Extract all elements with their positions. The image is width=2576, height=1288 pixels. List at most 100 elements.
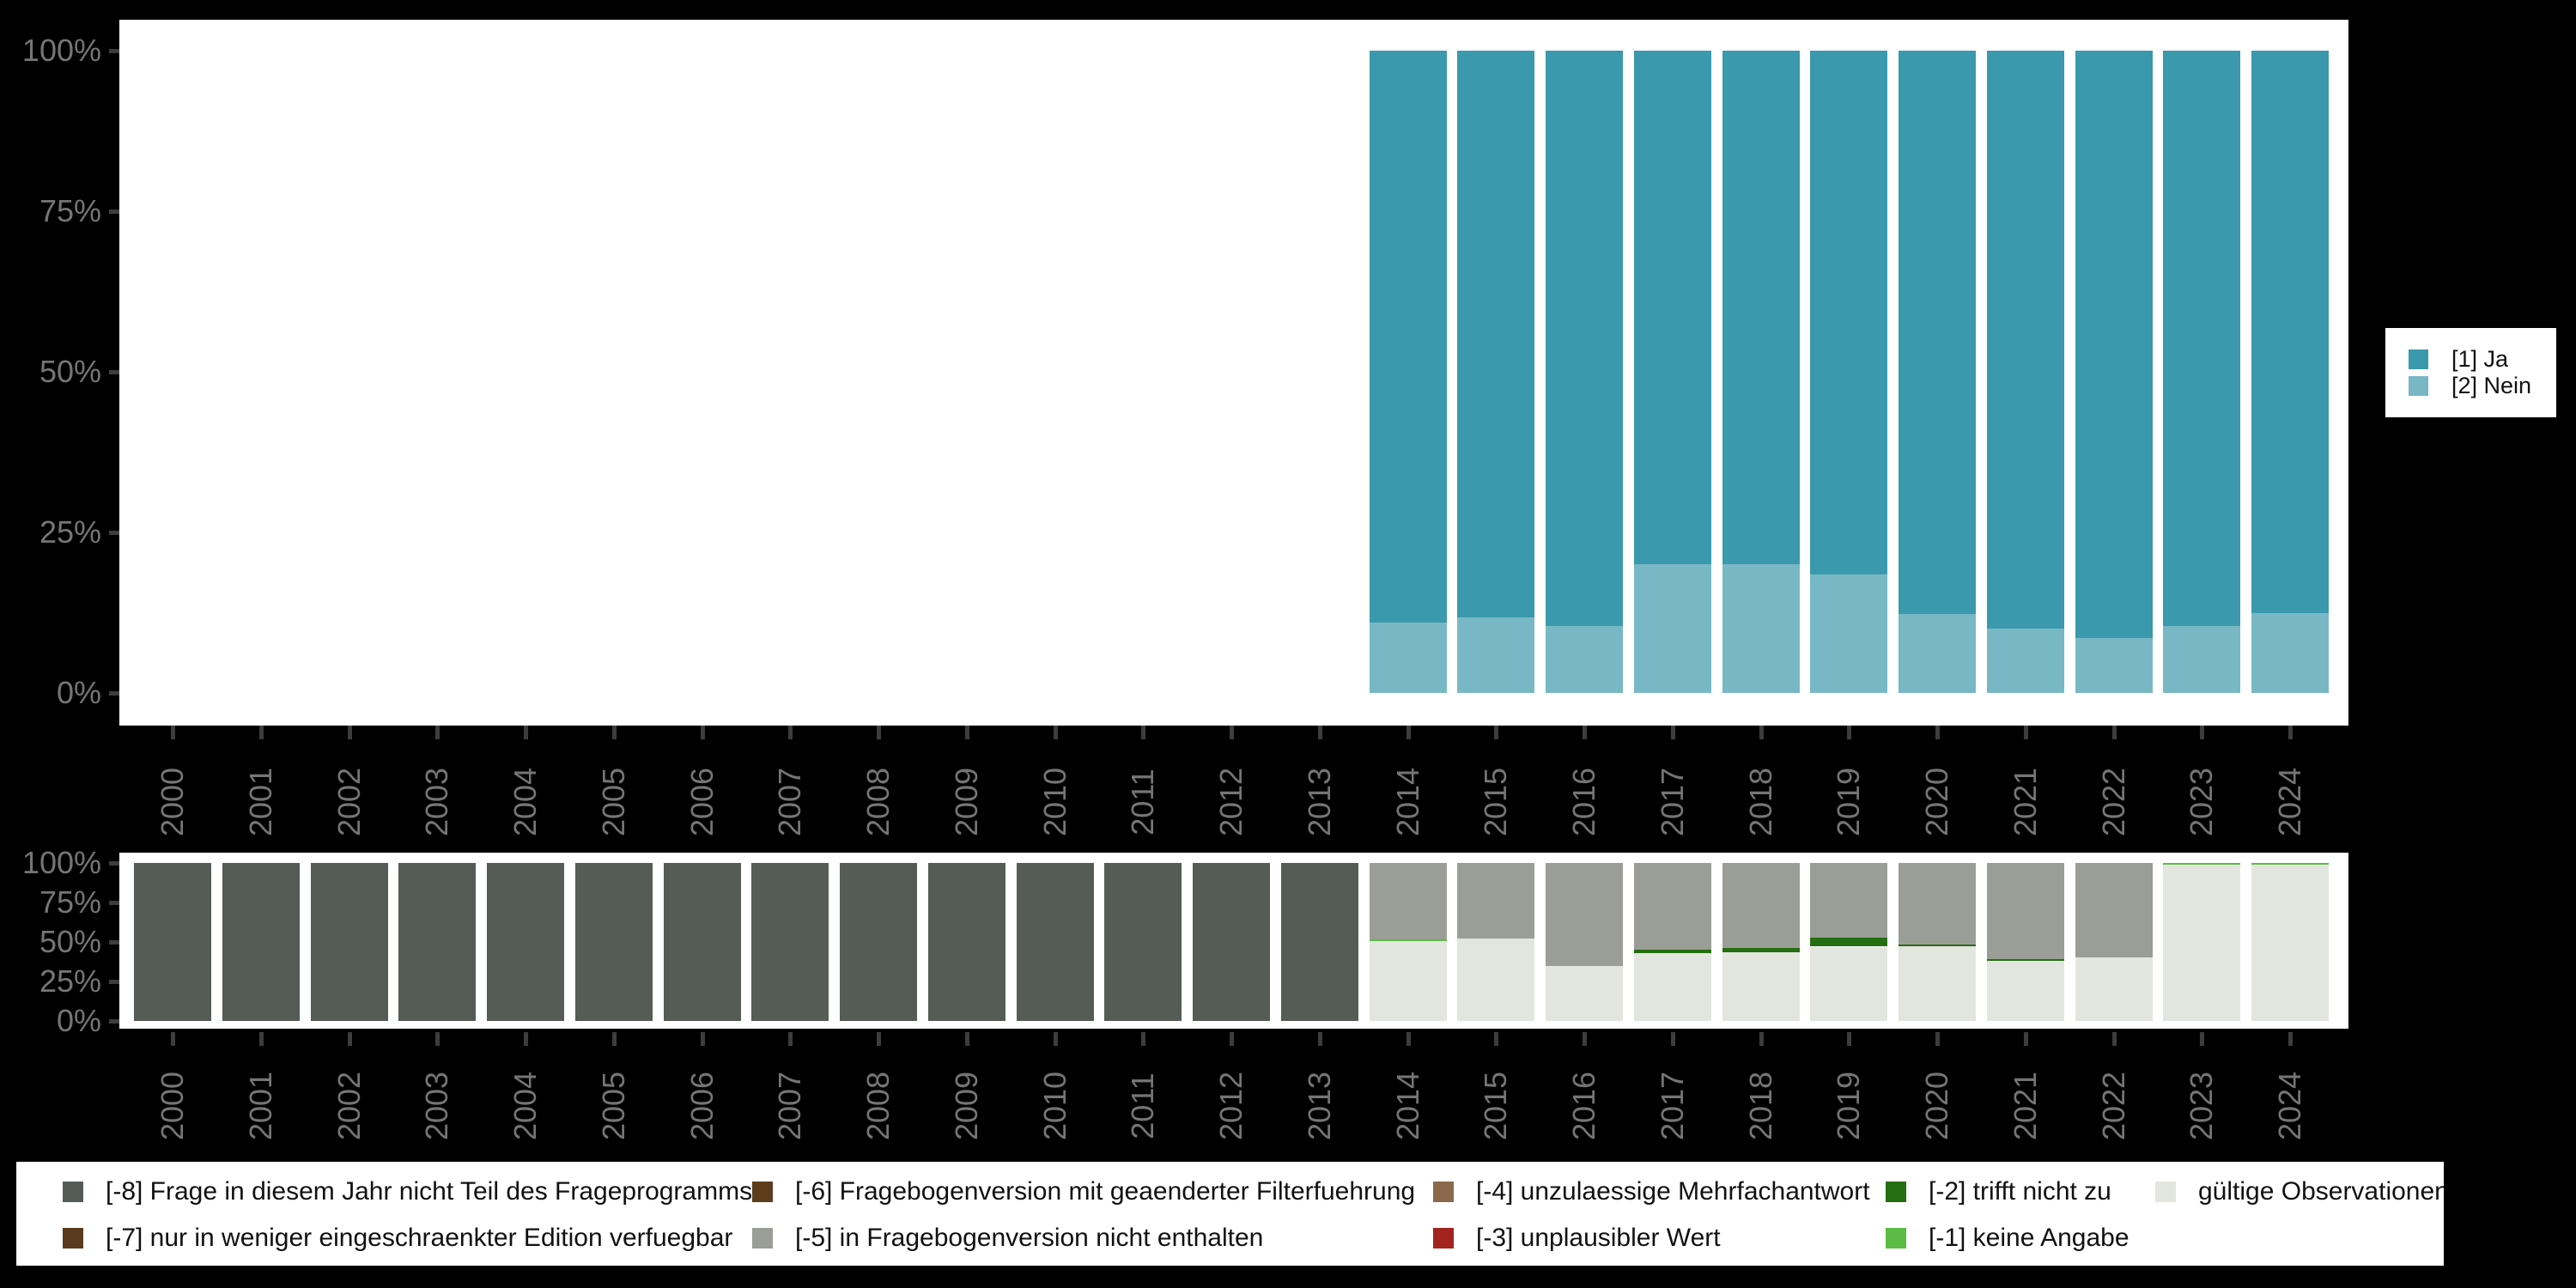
bar-segment xyxy=(1633,564,1711,693)
bar-segment xyxy=(1810,946,1888,1021)
x-axis-tick xyxy=(1759,1032,1764,1046)
bar-segment xyxy=(1546,625,1623,693)
bar-segment xyxy=(1986,961,2064,1021)
bar-segment xyxy=(1899,863,1976,945)
bar-segment xyxy=(1722,51,1800,565)
bar-segment xyxy=(222,863,300,1021)
x-axis-tick xyxy=(788,1032,793,1046)
x-axis-year-label: 2014 xyxy=(1389,1071,1425,1141)
legend-swatch-ja xyxy=(2409,349,2428,369)
bar-segment xyxy=(751,863,829,1021)
bar-segment xyxy=(1546,51,1623,626)
x-axis-year-label: 2007 xyxy=(772,1071,808,1141)
x-axis-tick xyxy=(788,726,793,739)
bar-segment xyxy=(574,863,653,1021)
bar-segment xyxy=(2251,864,2329,1021)
bar-segment xyxy=(1633,863,1711,951)
x-axis-tick xyxy=(611,1032,617,1046)
bar-segment xyxy=(398,863,477,1021)
legend-swatch-minus3 xyxy=(1433,1228,1454,1249)
bar-segment xyxy=(2163,51,2241,627)
x-axis-tick xyxy=(1847,1032,1852,1046)
bar-segment xyxy=(2251,863,2329,865)
legend-swatch-minus2 xyxy=(1886,1182,1906,1202)
x-axis-year-label: 2024 xyxy=(2272,1071,2307,1141)
legend-item-minus4: [-4] unzulaessige Mehrfachantwort xyxy=(1433,1169,1886,1215)
x-axis-tick xyxy=(347,726,352,739)
x-axis-year-label: 2004 xyxy=(507,767,543,837)
bar-segment xyxy=(2163,626,2241,693)
bar-segment xyxy=(1369,939,1447,941)
legend-swatch-valid xyxy=(2155,1182,2176,1202)
x-axis-tick xyxy=(1583,726,1587,739)
legend-item-nein: [2] Nein xyxy=(2385,373,2556,399)
answer-legend: [1] Ja [2] Nein xyxy=(2385,328,2556,417)
x-axis-year-label: 2013 xyxy=(1301,767,1337,837)
bar-segment xyxy=(1104,863,1182,1021)
legend-swatch-minus6 xyxy=(752,1182,773,1202)
bar-segment xyxy=(1810,938,1888,947)
bar-segment xyxy=(1899,51,1976,614)
bar-segment xyxy=(1369,863,1447,940)
x-axis-tick xyxy=(2111,726,2117,739)
y-axis-tick-label: 0% xyxy=(56,675,101,710)
x-axis-year-label: 2019 xyxy=(1831,767,1867,837)
x-axis-tick xyxy=(347,1032,352,1046)
x-axis-tick xyxy=(1670,726,1675,739)
x-axis-tick xyxy=(877,1032,881,1046)
y-axis-tick-label: 75% xyxy=(39,884,101,920)
legend-item-minus2: [-2] trifft nicht zu xyxy=(1886,1169,2155,1215)
x-axis-tick xyxy=(611,726,617,739)
bar-segment xyxy=(2075,957,2153,1021)
bar-segment xyxy=(1280,863,1358,1021)
x-axis-year-label: 2010 xyxy=(1036,767,1072,837)
bar-segment xyxy=(1546,863,1623,966)
bar-segment xyxy=(1369,941,1447,1021)
bar-segment xyxy=(1722,564,1800,693)
x-axis-tick xyxy=(700,726,705,739)
bar-segment xyxy=(1369,51,1447,623)
x-axis-tick xyxy=(1759,726,1764,739)
top-chart-panel xyxy=(119,20,2348,726)
y-axis-tick-label: 25% xyxy=(39,514,101,550)
x-axis-year-label: 2000 xyxy=(155,767,190,837)
x-axis-year-label: 2011 xyxy=(1125,769,1161,835)
y-axis-tick xyxy=(109,861,119,866)
y-axis-tick xyxy=(109,370,119,374)
x-axis-tick xyxy=(964,1032,969,1046)
bar-segment xyxy=(2163,863,2241,865)
y-axis-tick-label: 0% xyxy=(56,1003,101,1038)
bar-segment xyxy=(2251,51,2329,613)
x-axis-year-label: 2021 xyxy=(2007,767,2043,837)
x-axis-year-label: 2019 xyxy=(1831,1071,1867,1141)
x-axis-year-label: 2010 xyxy=(1036,1071,1072,1141)
y-axis-tick xyxy=(109,901,119,905)
legend-item-ja: [1] Ja xyxy=(2385,346,2556,373)
bar-segment xyxy=(1457,617,1535,693)
x-axis-tick xyxy=(524,726,528,739)
x-axis-year-label: 2000 xyxy=(155,1071,190,1141)
x-axis-tick xyxy=(524,1032,528,1046)
x-axis-tick xyxy=(1317,726,1322,739)
legend-item-valid: gültige Observationen xyxy=(2155,1169,2444,1215)
x-axis-tick xyxy=(1494,726,1499,739)
bar-segment xyxy=(1633,950,1711,953)
x-axis-year-label: 2023 xyxy=(2184,767,2220,837)
x-axis-tick xyxy=(435,1032,440,1046)
y-axis-tick xyxy=(109,691,119,696)
x-axis-tick xyxy=(258,726,264,739)
x-axis-year-label: 2001 xyxy=(242,1071,278,1141)
x-axis-tick xyxy=(1053,1032,1058,1046)
x-axis-year-label: 2002 xyxy=(331,767,367,837)
legend-item-minus5: [-5] in Fragebogenversion nicht enthalte… xyxy=(752,1215,1433,1261)
x-axis-year-label: 2006 xyxy=(683,1071,720,1141)
bar-segment xyxy=(1546,965,1623,1021)
legend-swatch-minus1 xyxy=(1886,1228,1906,1249)
x-axis-tick xyxy=(435,726,440,739)
x-axis-tick xyxy=(2111,1032,2117,1046)
bar-segment xyxy=(1633,51,1711,565)
bar-segment xyxy=(1457,939,1535,1021)
y-axis-tick xyxy=(109,49,119,53)
bar-segment xyxy=(310,863,388,1021)
x-axis-year-label: 2015 xyxy=(1478,1071,1514,1141)
